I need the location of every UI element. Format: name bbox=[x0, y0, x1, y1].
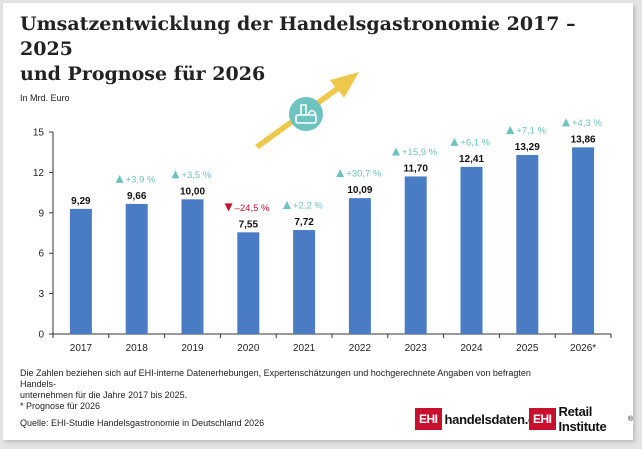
x-tick-label: 2017 bbox=[70, 343, 93, 354]
change-label: +7,1 % bbox=[516, 126, 546, 137]
value-label: 12,41 bbox=[459, 154, 484, 165]
x-tick-label: 2019 bbox=[181, 343, 204, 354]
change-label: +30,7 % bbox=[346, 169, 382, 180]
footnote-line-3: * Prognose für 2026 bbox=[20, 401, 101, 411]
value-label: 10,09 bbox=[347, 185, 372, 196]
bar bbox=[181, 199, 204, 334]
registered-mark: ® bbox=[627, 415, 633, 423]
change-up-icon bbox=[392, 147, 400, 156]
y-tick-label: 15 bbox=[33, 128, 45, 139]
footnote: Die Zahlen beziehen sich auf EHI-interne… bbox=[20, 368, 540, 412]
chart-card: Umsatzentwicklung der Handelsgastronomie… bbox=[3, 3, 633, 440]
bar bbox=[348, 198, 371, 334]
bar bbox=[460, 166, 483, 334]
change-down-icon bbox=[224, 203, 233, 212]
y-tick-label: 0 bbox=[38, 330, 44, 341]
handelsdaten-logo-text: handelsdaten.de bbox=[444, 411, 543, 427]
y-tick-label: 12 bbox=[33, 168, 45, 179]
source-note: Quelle: EHI-Studie Handelsgastronomie in… bbox=[20, 418, 265, 428]
value-label: 11,70 bbox=[403, 163, 428, 174]
change-label: +15,9 % bbox=[402, 147, 438, 158]
change-label: +6,1 % bbox=[460, 137, 490, 148]
chart-title: Umsatzentwicklung der Handelsgastronomie… bbox=[20, 12, 580, 87]
change-up-icon bbox=[506, 126, 515, 135]
x-tick-label: 2022 bbox=[349, 343, 372, 354]
food-tray-icon bbox=[289, 97, 323, 131]
x-tick-label: 2021 bbox=[293, 343, 316, 354]
handelsdaten-logo: EHI handelsdaten.de bbox=[415, 408, 543, 430]
x-tick-label: 2025 bbox=[516, 343, 539, 354]
x-tick-label: 2024 bbox=[460, 343, 483, 354]
bar bbox=[237, 232, 260, 334]
bar bbox=[572, 147, 595, 334]
retail-institute-logo-text: Retail Institute bbox=[558, 404, 607, 434]
bar-chart: In Mrd. Euro 0 3 6 9 12 15 2017 2018 2019 2020 202… bbox=[20, 72, 612, 354]
bar bbox=[516, 155, 539, 334]
change-up-icon bbox=[283, 201, 291, 210]
change-label: +4,3 % bbox=[572, 118, 602, 129]
x-tick-label: 2026* bbox=[570, 343, 596, 354]
change-up-icon bbox=[171, 170, 180, 179]
bar bbox=[125, 203, 148, 334]
chart-title-line-1: Umsatzentwicklung der Handelsgastronomie… bbox=[20, 13, 576, 60]
y-tick-label: 9 bbox=[38, 208, 44, 219]
change-label: +3,9 % bbox=[126, 174, 156, 185]
x-tick-label: 2020 bbox=[237, 343, 260, 354]
footnote-line-1: Die Zahlen beziehen sich auf EHI-interne… bbox=[20, 368, 531, 389]
value-label: 13,29 bbox=[515, 142, 540, 153]
chart-title-line-2: und Prognose für 2026 bbox=[20, 63, 266, 85]
change-up-icon bbox=[115, 174, 124, 183]
ehi-retail-institute-logo: EHI Retail Institute ® bbox=[529, 404, 633, 434]
change-label: +3,5 % bbox=[181, 170, 211, 181]
y-tick-label: 3 bbox=[38, 289, 44, 300]
change-up-icon bbox=[450, 137, 459, 146]
y-tick-label: 6 bbox=[38, 249, 44, 260]
change-label: +2,2 % bbox=[293, 201, 323, 212]
change-label: –24,5 % bbox=[235, 203, 270, 214]
value-label: 13,86 bbox=[571, 134, 596, 145]
bar bbox=[404, 176, 427, 334]
value-label: 10,00 bbox=[180, 186, 205, 197]
y-axis-label: In Mrd. Euro bbox=[20, 93, 70, 103]
bar bbox=[293, 230, 316, 334]
value-label: 9,29 bbox=[71, 196, 91, 207]
value-label: 7,55 bbox=[239, 219, 259, 230]
footnote-line-2: unternehmen für die Jahre 2017 bis 2025. bbox=[20, 390, 188, 400]
ehi-logo-box: EHI bbox=[415, 408, 442, 430]
ehi-logo-box: EHI bbox=[529, 408, 556, 430]
change-up-icon bbox=[562, 118, 570, 127]
value-label: 7,72 bbox=[294, 217, 314, 228]
x-tick-label: 2018 bbox=[126, 343, 149, 354]
value-label: 9,66 bbox=[127, 191, 147, 202]
x-tick-label: 2023 bbox=[405, 343, 428, 354]
change-up-icon bbox=[336, 169, 345, 178]
bar bbox=[69, 208, 92, 334]
